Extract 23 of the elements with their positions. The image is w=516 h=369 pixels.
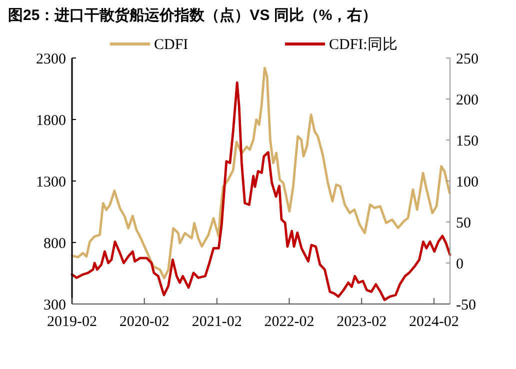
y2-tick-label: 200 bbox=[456, 92, 478, 108]
x-tick-label: 2019-02 bbox=[47, 314, 97, 330]
y2-tick-label: 250 bbox=[456, 51, 478, 68]
y2-tick-label: 100 bbox=[456, 174, 478, 190]
line-series bbox=[70, 66, 451, 280]
x-tick-label: 2023-02 bbox=[336, 314, 387, 330]
legend-label: CDFI bbox=[154, 37, 188, 53]
line-series bbox=[70, 81, 452, 302]
y-tick-label: 2300 bbox=[36, 51, 66, 68]
x-tick-label: 2024-02 bbox=[408, 314, 459, 330]
y2-tick-label: -50 bbox=[456, 297, 476, 314]
y2-tick-label: 0 bbox=[456, 256, 464, 272]
x-tick-label: 2022-02 bbox=[264, 314, 314, 330]
x-tick-label: 2020-02 bbox=[119, 314, 170, 330]
y-tick-label: 300 bbox=[44, 297, 66, 314]
y-tick-label: 800 bbox=[44, 236, 66, 252]
chart-title: 图25：进口干散货船运价指数（点）VS 同比（%，右） bbox=[8, 7, 378, 24]
y-tick-label: 1800 bbox=[36, 112, 66, 129]
y2-tick-label: 50 bbox=[456, 215, 471, 232]
y2-tick-label: 150 bbox=[456, 133, 478, 150]
x-tick-label: 2021-02 bbox=[192, 314, 242, 330]
y-tick-label: 1300 bbox=[36, 174, 66, 190]
legend-label: CDFI:同比 bbox=[329, 36, 398, 53]
